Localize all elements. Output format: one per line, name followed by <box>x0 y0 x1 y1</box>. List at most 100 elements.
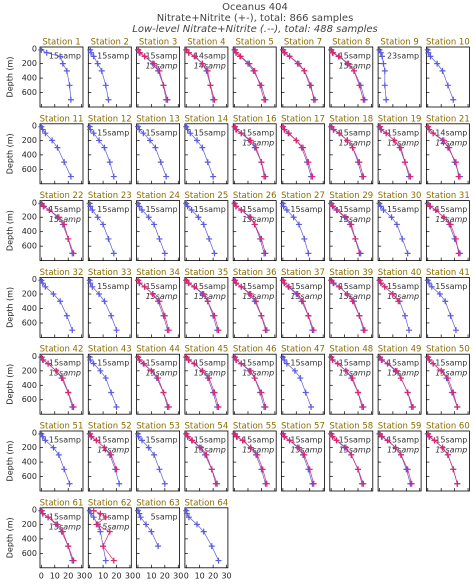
data-point <box>185 280 192 287</box>
data-point <box>38 46 45 53</box>
data-point <box>215 557 222 564</box>
data-point <box>94 214 101 221</box>
data-point <box>97 510 104 517</box>
data-point <box>258 235 265 242</box>
sample-count: 15samp <box>49 522 81 531</box>
data-point <box>430 360 437 367</box>
data-point <box>145 214 152 221</box>
sample-count: 15samp <box>290 359 322 368</box>
data-point <box>61 466 68 473</box>
data-point <box>452 327 459 334</box>
data-point <box>215 327 222 334</box>
sample-count: 14samp <box>194 62 226 71</box>
data-point <box>135 433 142 440</box>
data-point <box>63 312 70 319</box>
data-point <box>356 159 363 166</box>
data-point <box>40 356 47 363</box>
sample-count: 15samp <box>339 138 371 147</box>
data-point <box>345 60 352 67</box>
sample-count: 15samp <box>194 205 226 214</box>
sample-count: 15samp <box>97 436 129 445</box>
data-point <box>281 126 288 133</box>
data-point <box>342 214 349 221</box>
data-point <box>391 137 398 144</box>
data-point <box>108 312 115 319</box>
data-point <box>86 200 93 207</box>
panel-title: Station 54 <box>185 422 229 432</box>
data-point <box>206 375 213 382</box>
data-point <box>380 60 387 67</box>
data-point <box>183 200 190 207</box>
x-tick-label: 20 <box>63 571 73 580</box>
data-point <box>136 126 143 133</box>
data-point <box>432 206 439 213</box>
data-point <box>156 67 163 74</box>
data-point <box>185 49 192 56</box>
y-tick-label: 400 <box>22 381 37 390</box>
data-point <box>238 206 245 213</box>
panel-title: Station 64 <box>185 498 229 508</box>
data-point <box>141 283 148 290</box>
panel-title: Station 39 <box>329 268 373 278</box>
y-tick-label: 200 <box>22 136 37 145</box>
data-point <box>246 60 253 67</box>
data-point <box>279 200 286 207</box>
plot-frame <box>184 353 229 415</box>
sample-count: 15samp <box>49 359 81 368</box>
sample-count: 15samp <box>194 436 226 445</box>
panel-title: Station 43 <box>88 345 132 355</box>
data-point <box>39 433 46 440</box>
data-point <box>110 173 117 180</box>
data-point <box>279 354 286 361</box>
data-point <box>262 250 269 257</box>
data-point <box>286 53 293 60</box>
data-point <box>149 291 156 298</box>
plot-frame <box>87 430 132 492</box>
data-point <box>305 250 312 257</box>
panel-title: Station 19 <box>378 114 422 124</box>
sample-count: 15samp <box>339 292 371 301</box>
sample-count: 15samp <box>194 359 226 368</box>
data-point <box>355 466 362 473</box>
panel-title: Station 51 <box>40 422 84 432</box>
data-point <box>184 203 191 210</box>
sample-count: 15samp <box>387 359 419 368</box>
data-point <box>203 451 210 458</box>
data-point <box>301 451 308 458</box>
data-point <box>280 123 287 130</box>
data-point <box>401 312 408 319</box>
sample-count: 15samp <box>387 128 419 137</box>
data-point <box>426 203 433 210</box>
data-point <box>38 123 45 130</box>
y-tick-label: 400 <box>22 458 37 467</box>
sample-count: 15samp <box>97 512 129 521</box>
data-point <box>148 528 155 535</box>
panel-title: Station 47 <box>281 345 325 355</box>
panel-title: Station 50 <box>426 345 470 355</box>
data-point <box>208 543 215 550</box>
x-tick-label: 10 <box>146 571 156 580</box>
sample-count: 15samp <box>435 436 467 445</box>
data-point <box>428 283 435 290</box>
data-point <box>330 126 337 133</box>
data-point <box>254 451 261 458</box>
data-point <box>184 433 191 440</box>
x-tick-label: 20 <box>111 571 121 580</box>
data-point <box>291 367 298 374</box>
data-point <box>392 444 399 451</box>
data-point <box>280 430 287 437</box>
data-point <box>310 96 317 103</box>
data-point <box>42 437 49 444</box>
data-point <box>426 356 433 363</box>
data-point <box>281 356 288 363</box>
data-point <box>262 327 269 334</box>
data-point <box>438 367 445 374</box>
data-point <box>147 137 154 144</box>
data-point <box>359 480 366 487</box>
data-point <box>148 367 155 374</box>
data-point <box>89 206 96 213</box>
data-point <box>280 203 287 210</box>
data-point <box>328 354 335 361</box>
data-point <box>151 221 158 228</box>
plot-frame <box>329 353 374 415</box>
